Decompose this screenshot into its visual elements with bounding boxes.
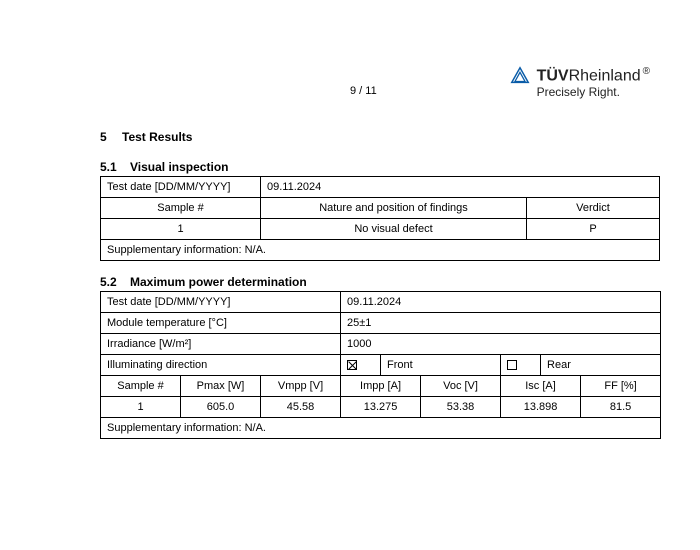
- section-5-heading: 5Test Results: [100, 130, 660, 144]
- col-header: Verdict: [527, 198, 660, 219]
- cell-value: Rear: [541, 355, 661, 376]
- cell-value: 45.58: [261, 397, 341, 418]
- cell-label: Illuminating direction: [101, 355, 341, 376]
- table-visual-inspection: Test date [DD/MM/YYYY] 09.11.2024 Sample…: [100, 176, 660, 261]
- cell-value: 53.38: [421, 397, 501, 418]
- col-header: Isc [A]: [501, 376, 581, 397]
- section-5-1-heading: 5.1Visual inspection: [100, 160, 660, 174]
- cell-value: Front: [381, 355, 501, 376]
- col-header: FF [%]: [581, 376, 661, 397]
- tuv-triangle-icon: [509, 65, 531, 87]
- cell-label: Module temperature [°C]: [101, 313, 341, 334]
- table-max-power: Test date [DD/MM/YYYY] 09.11.2024 Module…: [100, 291, 661, 439]
- content: 5Test Results 5.1Visual inspection Test …: [100, 130, 660, 439]
- cell-label: Test date [DD/MM/YYYY]: [101, 177, 261, 198]
- cell-supplementary: Supplementary information: N/A.: [101, 418, 661, 439]
- cell-value: No visual defect: [261, 219, 527, 240]
- col-header: Sample #: [101, 376, 181, 397]
- cell-value: 605.0: [181, 397, 261, 418]
- col-header: Pmax [W]: [181, 376, 261, 397]
- header: TÜVRheinland® Precisely Right.: [0, 65, 650, 99]
- cell-value: 09.11.2024: [341, 292, 661, 313]
- section-5-2-heading: 5.2Maximum power determination: [100, 275, 660, 289]
- col-header: Voc [V]: [421, 376, 501, 397]
- cell-value: 1000: [341, 334, 661, 355]
- col-header: Nature and position of findings: [261, 198, 527, 219]
- cell-value: 13.898: [501, 397, 581, 418]
- cell-value: P: [527, 219, 660, 240]
- cell-label: Irradiance [W/m²]: [101, 334, 341, 355]
- cell-value: 81.5: [581, 397, 661, 418]
- logo-text: TÜVRheinland®: [537, 66, 650, 85]
- checkbox-rear: [501, 355, 541, 376]
- cell-value: 1: [101, 397, 181, 418]
- cell-supplementary: Supplementary information: N/A.: [101, 240, 660, 261]
- col-header: Vmpp [V]: [261, 376, 341, 397]
- col-header: Sample #: [101, 198, 261, 219]
- logo: TÜVRheinland® Precisely Right.: [509, 65, 650, 99]
- col-header: Impp [A]: [341, 376, 421, 397]
- checkbox-front: [341, 355, 381, 376]
- cell-value: 13.275: [341, 397, 421, 418]
- cell-value: 09.11.2024: [261, 177, 660, 198]
- cell-value: 25±1: [341, 313, 661, 334]
- cell-label: Test date [DD/MM/YYYY]: [101, 292, 341, 313]
- logo-tagline: Precisely Right.: [537, 85, 620, 99]
- cell-value: 1: [101, 219, 261, 240]
